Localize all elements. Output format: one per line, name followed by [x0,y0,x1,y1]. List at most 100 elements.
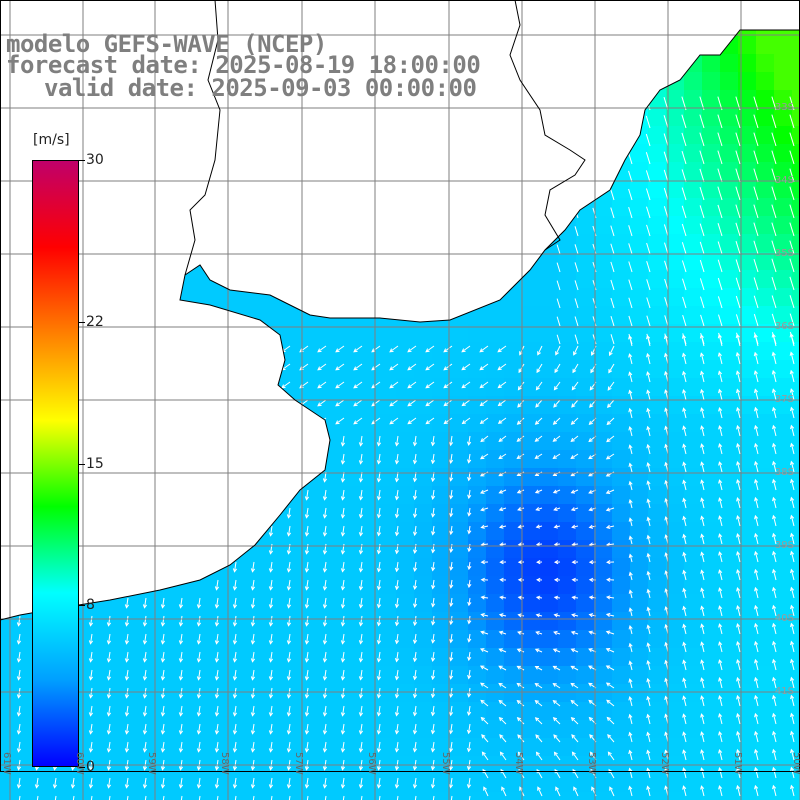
wind-arrow-head [322,604,328,609]
wind-arrow-head [232,748,238,753]
wind-arrow [647,625,651,635]
wind-arrow-head [700,515,705,520]
field-cell [774,216,793,235]
wind-arrow [683,498,687,509]
wind-arrow [432,723,435,734]
field-cell [576,306,595,325]
wind-arrow-head [268,676,274,681]
field-cell [738,684,757,703]
field-cell [360,576,379,595]
field-cell [558,540,577,559]
wind-arrow-head [570,665,575,670]
wind-arrow-head [682,731,687,736]
field-cell [774,306,793,325]
field-cell [684,396,703,415]
wind-arrow [414,543,417,554]
wind-arrow [789,222,795,237]
field-cell [252,774,271,793]
wind-arrow [570,683,579,689]
wind-arrow [699,186,705,201]
wind-arrow-head [479,648,485,653]
wind-arrow [414,615,417,626]
field-cell [576,522,595,541]
wind-arrow [628,170,633,183]
wind-arrow [645,152,651,165]
wind-arrow-head [753,370,758,375]
field-cell [162,612,181,631]
wind-arrow [324,525,327,536]
wind-arrow-head [376,694,382,699]
wind-arrow [396,525,399,536]
wind-arrow [396,597,399,608]
wind-arrow-head [376,442,382,447]
wind-arrow-head [718,515,723,520]
wind-arrow [718,314,723,327]
wind-arrow [480,435,489,442]
wind-arrow-head [500,768,505,774]
wind-arrow [554,363,561,373]
field-cell [756,738,775,757]
field-cell [738,630,757,649]
wind-arrow-head [646,534,651,540]
field-cell [720,54,739,73]
field-cell [396,432,415,451]
field-cell [774,144,793,163]
wind-arrow [610,279,615,291]
wind-arrow-head [106,622,112,627]
wind-arrow-head [518,368,523,374]
wind-arrow [535,417,543,425]
field-cell [414,324,433,343]
wind-arrow-head [700,623,705,628]
wind-arrow-head [790,694,795,700]
field-cell [774,666,793,685]
wind-arrow-head [430,675,436,681]
wind-arrow [306,597,309,608]
wind-arrow [335,399,345,407]
wind-arrow-head [268,712,274,717]
wind-arrow [414,705,417,716]
wind-arrow [772,425,777,437]
wind-arrow [306,489,309,500]
field-cell [576,216,595,235]
wind-arrow [396,579,399,590]
wind-arrow [518,381,525,390]
wind-arrow-head [394,712,400,717]
wind-arrow-head [700,443,705,448]
wind-arrow-head [358,766,364,771]
wind-arrow [252,669,255,680]
wind-arrow-head [736,658,741,664]
field-cell [720,342,739,361]
wind-arrow-head [790,640,795,646]
wind-arrow-head [304,712,310,717]
wind-arrow-head [588,524,594,529]
wind-arrow-head [196,712,202,717]
wind-arrow-head [588,438,593,443]
field-cell [666,252,685,271]
wind-arrow-head [286,676,292,681]
wind-arrow [270,579,273,590]
wind-arrow [718,731,723,743]
field-cell [576,594,595,613]
wind-arrow-head [412,712,418,717]
field-cell [630,252,649,271]
wind-arrow-head [466,711,472,717]
field-cell [216,774,235,793]
wind-arrow [342,561,345,572]
field-cell [666,522,685,541]
field-cell [360,702,379,721]
wind-arrow-head [536,577,541,583]
wind-arrow-head [480,489,485,494]
wind-arrow [216,741,219,752]
wind-arrow-head [16,766,22,771]
field-cell [306,378,325,397]
field-cell [648,522,667,541]
field-cell [162,702,181,721]
wind-arrow [790,731,795,743]
wind-arrow-head [736,406,741,412]
field-cell [702,432,721,451]
field-cell [594,432,613,451]
wind-arrow [754,785,759,797]
field-cell [108,612,127,631]
field-cell [774,702,793,721]
wind-arrow-head [588,595,594,600]
